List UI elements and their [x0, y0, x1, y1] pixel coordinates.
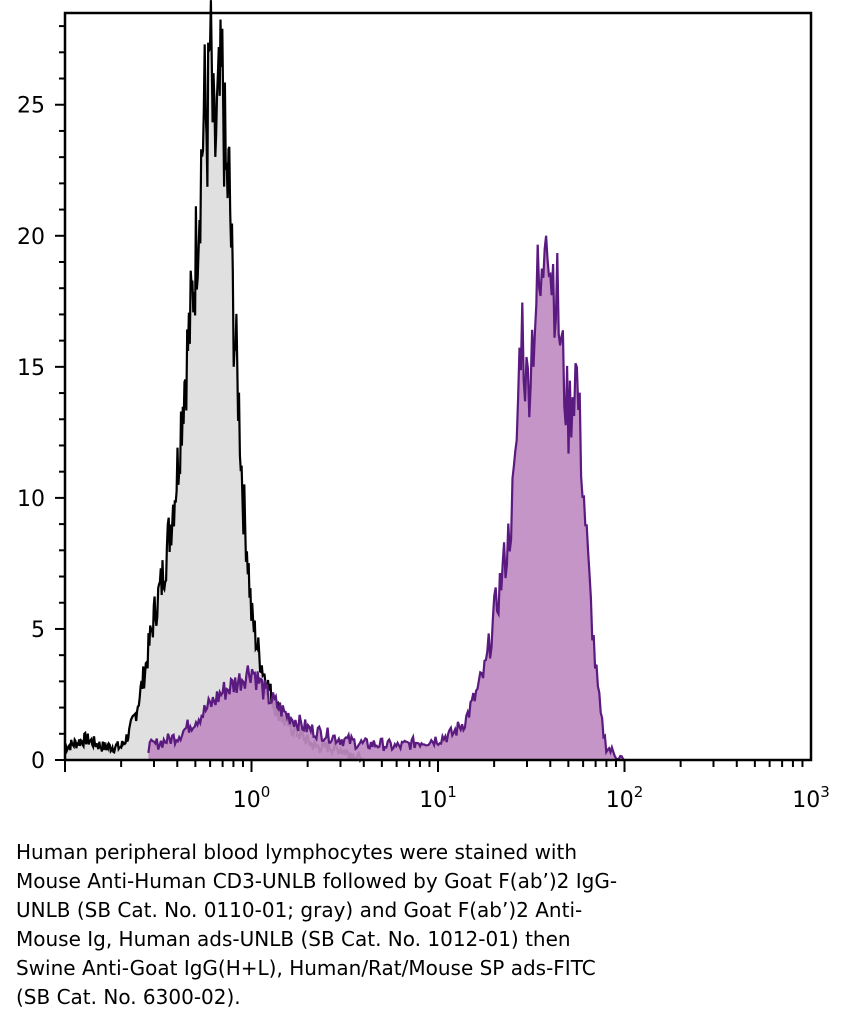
series-1-area [65, 0, 364, 761]
x-tick-label: 100 [233, 783, 271, 813]
histogram-chart: 0 5 10 15 20 25 100 101 102 103 [17, 0, 830, 813]
series-2-area [148, 235, 625, 760]
figure-caption: Human peripheral blood lymphocytes were … [16, 838, 816, 1012]
x-tick-label: 102 [606, 783, 644, 813]
axis-layer: 0 5 10 15 20 25 100 101 102 103 [17, 25, 830, 813]
series-2-line [147, 235, 626, 761]
x-tick-label: 101 [419, 783, 457, 813]
plot-frame [63, 11, 813, 762]
y-tick-label: 5 [31, 618, 45, 643]
y-tick-label: 15 [17, 356, 45, 381]
series-layer [64, 0, 626, 764]
y-tick-label: 25 [17, 94, 45, 119]
caption-line: Swine Anti-Goat IgG(H+L), Human/Rat/Mous… [16, 956, 596, 980]
caption-line: UNLB (SB Cat. No. 0110-01; gray) and Goa… [16, 898, 583, 922]
y-tick-label: 10 [17, 487, 45, 512]
caption-line: Human peripheral blood lymphocytes were … [16, 840, 577, 864]
caption-line: Mouse Anti-Human CD3-UNLB followed by Go… [16, 869, 618, 893]
y-tick-label: 0 [31, 749, 45, 774]
x-tick-label: 103 [792, 783, 830, 813]
y-tick-label: 20 [17, 225, 45, 250]
caption-line: Mouse Ig, Human ads-UNLB (SB Cat. No. 10… [16, 927, 571, 951]
caption-line: (SB Cat. No. 6300-02). [16, 985, 241, 1009]
